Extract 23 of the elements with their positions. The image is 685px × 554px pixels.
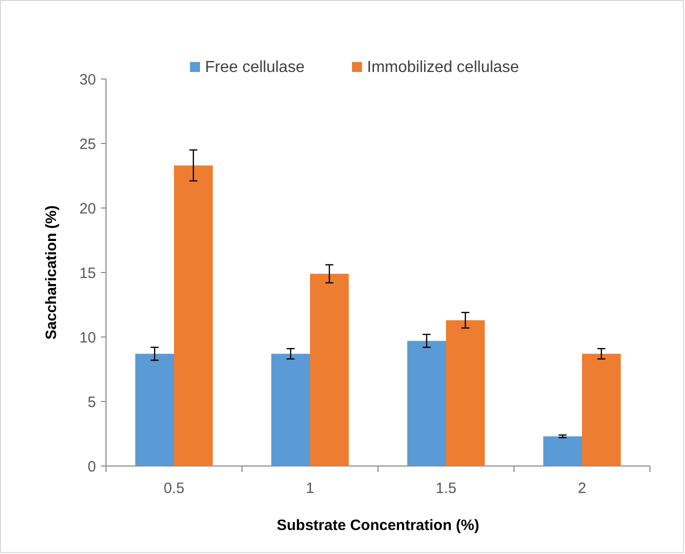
y-tick-label: 20 <box>79 200 96 218</box>
bar <box>174 165 213 466</box>
bar <box>446 320 485 466</box>
x-tick-label: 0.5 <box>164 480 184 497</box>
y-tick-label: 0 <box>88 458 96 476</box>
y-tick-label: 10 <box>79 329 96 346</box>
y-tick-label: 25 <box>79 136 96 153</box>
bar <box>271 354 310 466</box>
x-axis-title: Substrate Concentration (%) <box>276 517 480 534</box>
y-tick-label: 30 <box>79 71 96 88</box>
x-tick-label: 1.5 <box>436 480 456 497</box>
bar <box>543 436 582 466</box>
legend-label: Free cellulase <box>205 59 305 76</box>
bar <box>582 354 621 466</box>
bar <box>135 354 174 466</box>
bar <box>407 340 446 466</box>
legend-label: Immobilized cellulase <box>367 59 520 76</box>
y-tick-label: 5 <box>88 394 96 411</box>
bar <box>310 274 349 466</box>
x-tick-label: 2 <box>578 480 586 497</box>
y-tick-label: 15 <box>79 264 96 282</box>
y-axis-title: Saccharication (%) <box>43 205 60 340</box>
x-tick-label: 1 <box>306 480 314 497</box>
